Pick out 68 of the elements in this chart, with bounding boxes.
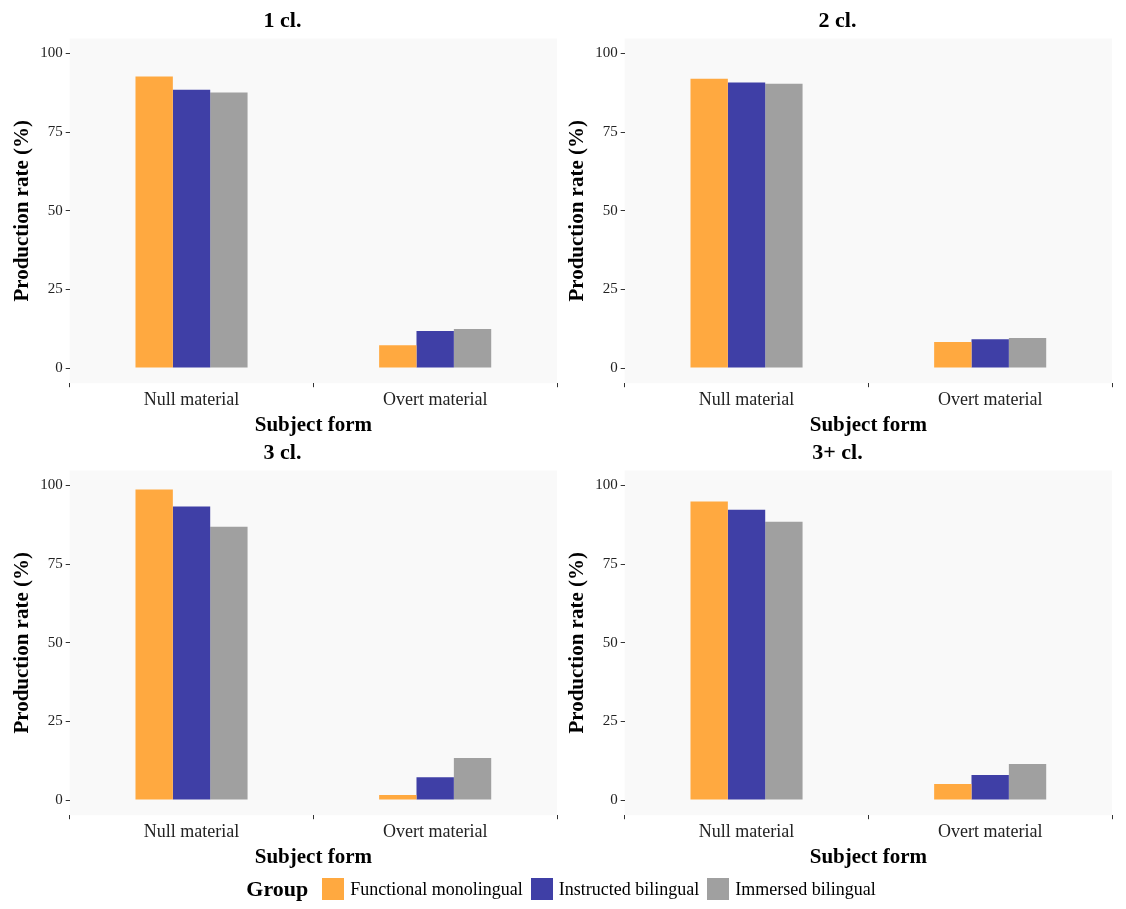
y-tick-label: 25	[602, 280, 618, 297]
bar	[1008, 763, 1047, 800]
x-axis-title: Subject form	[809, 411, 928, 436]
x-tick-label: Overt material	[382, 388, 488, 409]
bar	[934, 341, 972, 368]
x-tick-label: Null material	[698, 820, 795, 841]
y-tick-label: 75	[47, 555, 63, 572]
y-tick-label: 0	[55, 359, 63, 376]
y-tick-label: 100	[595, 476, 618, 493]
bar	[453, 329, 492, 368]
y-tick-label: 50	[47, 633, 63, 650]
y-tick-label: 100	[595, 44, 618, 61]
bar	[1008, 337, 1047, 368]
y-tick-label: 50	[602, 201, 618, 218]
x-tick-label: Overt material	[937, 820, 1043, 841]
y-tick-label: 25	[602, 712, 618, 729]
legend-label: Functional monolingual	[350, 878, 523, 900]
bar	[210, 526, 248, 800]
x-axis-title: Subject form	[254, 843, 373, 868]
legend-label: Immersed bilingual	[735, 878, 876, 900]
y-tick-label: 75	[47, 123, 63, 140]
bar	[172, 89, 211, 368]
chart-title: 3 cl.	[263, 438, 302, 464]
y-tick-label: 0	[610, 359, 618, 376]
bar	[172, 506, 211, 800]
bar	[135, 489, 173, 800]
bar	[690, 78, 728, 368]
bar	[379, 345, 417, 368]
x-tick-label: Overt material	[382, 820, 488, 841]
legend-title: Group	[246, 876, 309, 902]
y-axis-title: Production rate (%)	[564, 120, 589, 302]
bar	[765, 83, 803, 368]
y-tick-label: 75	[602, 123, 618, 140]
bar	[690, 501, 728, 800]
x-tick-label: Null material	[143, 388, 240, 409]
chart-title: 3+ cl.	[812, 438, 863, 464]
x-tick-label: Null material	[698, 388, 795, 409]
bar	[765, 521, 803, 800]
bar	[210, 92, 248, 368]
bar	[934, 784, 972, 800]
y-tick-label: 50	[47, 201, 63, 218]
bar	[727, 509, 766, 800]
legend-label: Instructed bilingual	[558, 878, 700, 900]
y-axis-title: Production rate (%)	[9, 120, 34, 302]
x-tick-label: Null material	[143, 820, 240, 841]
y-axis-title: Production rate (%)	[564, 552, 589, 734]
y-tick-label: 100	[40, 476, 63, 493]
bar	[971, 774, 1009, 800]
y-tick-label: 0	[55, 791, 63, 808]
chart-title: 2 cl.	[818, 6, 857, 32]
bar	[971, 339, 1009, 368]
bar	[727, 82, 766, 368]
x-axis-title: Subject form	[809, 843, 928, 868]
x-tick-label: Overt material	[937, 388, 1043, 409]
y-axis-title: Production rate (%)	[9, 552, 34, 734]
y-tick-label: 50	[602, 633, 618, 650]
y-tick-label: 25	[47, 712, 63, 729]
chart-title: 1 cl.	[263, 6, 302, 32]
y-tick-label: 100	[40, 44, 63, 61]
y-tick-label: 75	[602, 555, 618, 572]
bar	[453, 757, 492, 800]
bar	[135, 76, 173, 368]
bar	[379, 795, 417, 800]
y-tick-label: 0	[610, 791, 618, 808]
bar	[416, 777, 454, 800]
x-axis-title: Subject form	[254, 411, 373, 436]
y-tick-label: 25	[47, 280, 63, 297]
bar	[416, 330, 454, 368]
